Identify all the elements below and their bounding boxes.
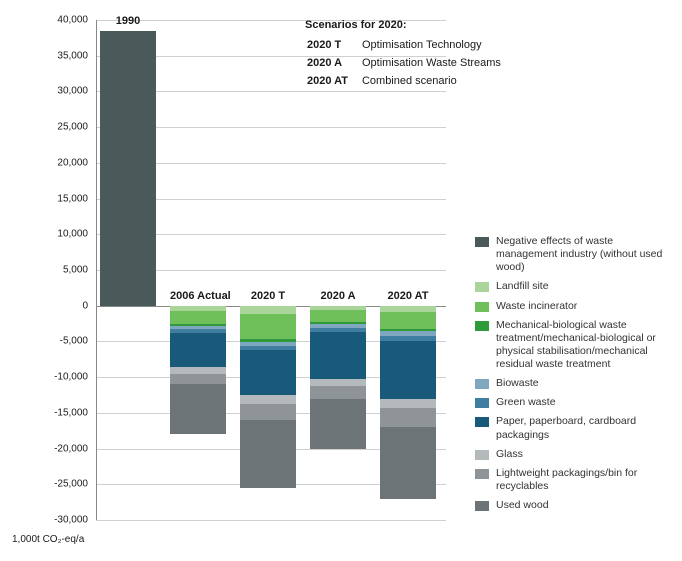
bar-segment: [240, 314, 296, 339]
legend-item: Negative effects of waste management ind…: [475, 235, 670, 274]
legend-label: Paper, paperboard, cardboard packagings: [496, 415, 670, 441]
y-tick-label: 25,000: [48, 122, 88, 133]
bar-segment: [240, 404, 296, 420]
unit-label: 1,000t CO₂-eq/a: [12, 534, 84, 561]
bar-segment: [310, 379, 366, 386]
bar-segment: [170, 311, 226, 324]
bar-segment: [170, 374, 226, 384]
y-axis: 40,00035,00030,00025,00020,00015,00010,0…: [50, 20, 92, 530]
y-tick-label: 0: [48, 300, 88, 311]
y-tick-label: -25,000: [48, 479, 88, 490]
bar-segment: [380, 399, 436, 408]
legend-label: Negative effects of waste management ind…: [496, 235, 670, 274]
scenario-code: 2020 A: [307, 56, 360, 72]
legend-swatch: [475, 450, 489, 460]
legend-item: Landfill site: [475, 280, 670, 293]
legend-swatch: [475, 501, 489, 511]
scenario-code: 2020 T: [307, 38, 360, 54]
legend-label: Waste incinerator: [496, 300, 670, 313]
legend-swatch: [475, 398, 489, 408]
y-tick-label: -5,000: [48, 336, 88, 347]
legend-label: Biowaste: [496, 377, 670, 390]
bar-label: 2020 AT: [380, 290, 436, 306]
bar-label: 2020 A: [310, 290, 366, 306]
series-legend: Negative effects of waste management ind…: [475, 235, 670, 518]
bar-segment: [240, 420, 296, 488]
legend-swatch: [475, 417, 489, 427]
bar-label: 2020 T: [240, 290, 296, 306]
legend-item: Biowaste: [475, 377, 670, 390]
scenario-desc: Combined scenario: [362, 74, 513, 90]
legend-item: Used wood: [475, 499, 670, 512]
bar-group: 1990: [100, 20, 156, 520]
legend-item: Waste incinerator: [475, 300, 670, 313]
y-tick-label: 30,000: [48, 86, 88, 97]
legend-item: Glass: [475, 448, 670, 461]
bar-group: 2006 Actual: [170, 20, 226, 520]
y-tick-label: 15,000: [48, 193, 88, 204]
bar-group: 2020 A: [310, 20, 366, 520]
legend-swatch: [475, 282, 489, 292]
y-tick-label: -20,000: [48, 443, 88, 454]
y-tick-label: 10,000: [48, 229, 88, 240]
legend-item: Mechanical-biological waste treatment/me…: [475, 319, 670, 372]
y-tick-label: -30,000: [48, 515, 88, 526]
bar-segment: [240, 306, 296, 315]
scenario-code: 2020 AT: [307, 74, 360, 90]
legend-item: Paper, paperboard, cardboard packagings: [475, 415, 670, 441]
legend-swatch: [475, 379, 489, 389]
scenario-legend: Scenarios for 2020: 2020 TOptimisation T…: [305, 18, 515, 92]
scenario-desc: Optimisation Technology: [362, 38, 513, 54]
legend-label: Glass: [496, 448, 670, 461]
scenario-desc: Optimisation Waste Streams: [362, 56, 513, 72]
legend-label: Green waste: [496, 396, 670, 409]
scenario-table: 2020 TOptimisation Technology 2020 AOpti…: [305, 36, 515, 92]
bar-segment: [310, 386, 366, 398]
bar-segment: [170, 384, 226, 434]
bar-group: 2020 T: [240, 20, 296, 520]
bar-segment: [240, 395, 296, 404]
bar-segment: [380, 427, 436, 498]
y-tick-label: -15,000: [48, 407, 88, 418]
bar-segment: [310, 332, 366, 379]
legend-swatch: [475, 321, 489, 331]
bar-segment: [310, 310, 366, 322]
chart-area: 40,00035,00030,00025,00020,00015,00010,0…: [50, 20, 450, 530]
y-tick-label: 20,000: [48, 157, 88, 168]
legend-label: Landfill site: [496, 280, 670, 293]
legend-label: Lightweight packagings/bin for recyclabl…: [496, 467, 670, 493]
legend-label: Used wood: [496, 499, 670, 512]
gridline: [96, 520, 446, 521]
scenario-header: Scenarios for 2020:: [305, 18, 515, 34]
y-tick-label: 40,000: [48, 15, 88, 26]
legend-swatch: [475, 237, 489, 247]
bar-label: 2006 Actual: [170, 290, 226, 306]
bar-segment: [310, 399, 366, 449]
bar-segment: [170, 367, 226, 374]
bar-segment: [380, 341, 436, 400]
bar-segment: [380, 312, 436, 328]
bar-segment: [240, 350, 296, 395]
legend-swatch: [475, 469, 489, 479]
bar-label: 1990: [100, 15, 156, 31]
bar-segment: [380, 408, 436, 427]
legend-item: Lightweight packagings/bin for recyclabl…: [475, 467, 670, 493]
legend-item: Green waste: [475, 396, 670, 409]
y-tick-label: 5,000: [48, 265, 88, 276]
y-tick-label: -10,000: [48, 372, 88, 383]
legend-label: Mechanical-biological waste treatment/me…: [496, 319, 670, 372]
bar-group: 2020 AT: [380, 20, 436, 520]
y-tick-label: 35,000: [48, 50, 88, 61]
plot-area: 1990 2006 Actual 2020 T 2020 A 2020 AT: [96, 20, 446, 520]
bar-segment: [170, 333, 226, 367]
y-axis-line: [96, 20, 97, 520]
legend-swatch: [475, 302, 489, 312]
bar-segment: [100, 31, 156, 306]
